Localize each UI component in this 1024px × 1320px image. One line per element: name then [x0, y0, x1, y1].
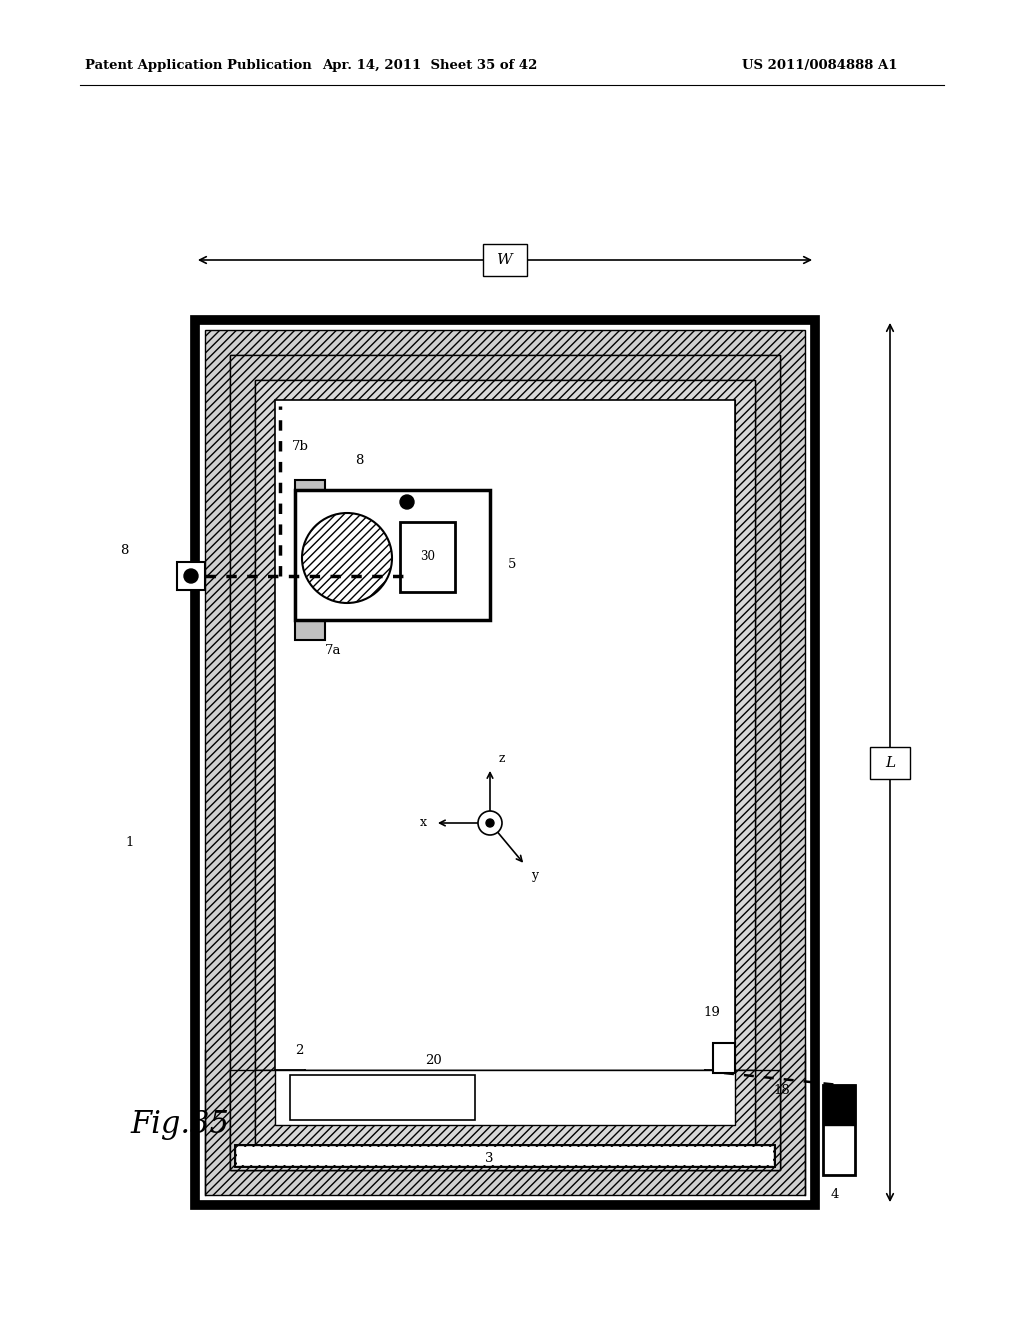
Bar — [255, 1071, 755, 1144]
Bar — [205, 330, 805, 1195]
Bar — [823, 1085, 855, 1175]
Bar — [255, 380, 755, 1144]
Bar — [230, 355, 780, 1170]
Bar — [230, 1071, 780, 1170]
Text: Apr. 14, 2011  Sheet 35 of 42: Apr. 14, 2011 Sheet 35 of 42 — [323, 58, 538, 71]
Bar — [255, 1071, 755, 1144]
Text: US 2011/0084888 A1: US 2011/0084888 A1 — [742, 58, 898, 71]
Circle shape — [478, 810, 502, 836]
Bar — [275, 400, 735, 1125]
Text: 18: 18 — [773, 1084, 790, 1097]
Text: y: y — [531, 869, 539, 882]
Bar — [234, 1144, 775, 1167]
Bar — [870, 747, 910, 779]
Text: x: x — [420, 817, 427, 829]
Circle shape — [302, 513, 392, 603]
Text: 5: 5 — [508, 558, 516, 572]
Text: 30: 30 — [420, 550, 435, 564]
Bar — [234, 1144, 775, 1167]
Text: 3: 3 — [485, 1151, 494, 1164]
Bar — [483, 244, 527, 276]
Bar — [713, 1043, 735, 1073]
Bar — [823, 1085, 855, 1125]
Text: 7a: 7a — [325, 644, 341, 656]
Text: L: L — [885, 756, 895, 770]
Text: 4: 4 — [831, 1188, 840, 1201]
Bar — [400, 521, 455, 591]
Text: Patent Application Publication: Patent Application Publication — [85, 58, 311, 71]
Text: 8: 8 — [355, 454, 364, 466]
Text: 7b: 7b — [292, 440, 309, 453]
Text: 1: 1 — [125, 837, 133, 850]
Bar — [237, 1147, 773, 1166]
Bar — [275, 400, 735, 1125]
Circle shape — [184, 569, 198, 583]
Text: 20: 20 — [425, 1053, 441, 1067]
Text: z: z — [499, 751, 505, 764]
Bar — [290, 1074, 475, 1119]
Text: 8: 8 — [120, 544, 128, 557]
Bar — [275, 1071, 735, 1125]
Circle shape — [486, 818, 494, 828]
Bar — [230, 355, 780, 1170]
Bar — [255, 380, 755, 1144]
Text: 19: 19 — [703, 1006, 720, 1019]
Bar — [195, 319, 815, 1205]
Bar — [295, 490, 490, 620]
Text: 2: 2 — [295, 1044, 303, 1056]
Bar — [177, 562, 205, 590]
Text: Fig.35: Fig.35 — [130, 1110, 229, 1140]
Circle shape — [400, 495, 414, 510]
Bar — [295, 480, 325, 640]
Text: W: W — [498, 253, 513, 267]
